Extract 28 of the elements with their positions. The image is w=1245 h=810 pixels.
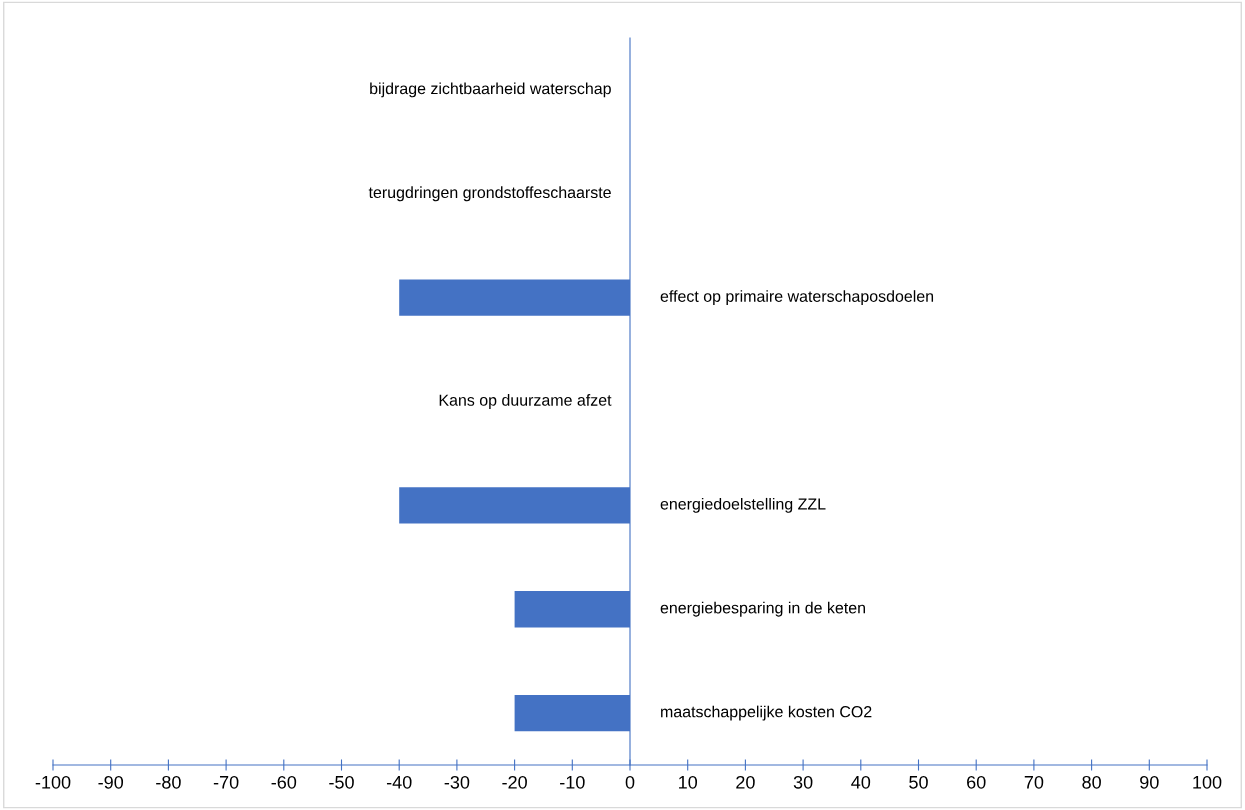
x-tick-label: -90 (98, 775, 124, 789)
y-tick-label: energiedoelstelling ZZL (660, 497, 826, 513)
x-tick-label: 20 (736, 775, 755, 789)
x-tick-label: 90 (1140, 775, 1159, 789)
x-tick-label: -20 (502, 775, 527, 789)
x-tick-label: 80 (1082, 775, 1101, 789)
x-tick-label: 60 (967, 775, 986, 789)
y-tick-label: Kans op duurzame afzet (439, 394, 612, 409)
x-tick-label: 0 (625, 775, 635, 789)
y-tick-label: effect op primaire waterschaposdoelen (660, 290, 934, 306)
x-tick-label: -70 (213, 775, 239, 789)
x-tick-label: 70 (1024, 775, 1044, 789)
x-tick-label: -100 (35, 775, 71, 789)
x-tick-label: 30 (793, 775, 813, 789)
x-tick-label: -40 (386, 775, 412, 789)
x-tick-label: 40 (851, 775, 871, 789)
x-tick-label: -30 (444, 775, 470, 789)
y-tick-label: energiebesparing in de keten (660, 601, 865, 617)
y-tick-label: terugdringen grondstoffeschaarste (368, 186, 611, 202)
x-tick-label: -50 (329, 775, 354, 789)
x-tick-label: 10 (679, 775, 698, 789)
x-tick-label: -10 (560, 775, 585, 789)
x-tick-label: -80 (156, 775, 181, 789)
x-tick-label: 50 (909, 775, 928, 789)
y-tick-label: maatschappelijke kosten CO2 (661, 705, 872, 721)
x-tick-label: 100 (1193, 775, 1222, 789)
x-tick-label: -60 (271, 775, 297, 789)
y-tick-label: bijdrage zichtbaarheid waterschap (370, 82, 611, 98)
